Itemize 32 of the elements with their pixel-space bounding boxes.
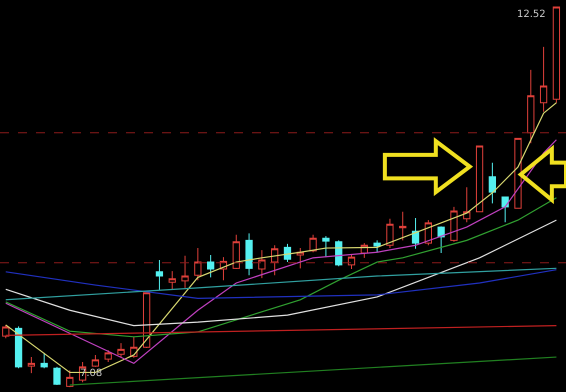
- candlestick: [14, 326, 22, 369]
- candlestick: [552, 6, 560, 104]
- candlestick: [540, 46, 548, 112]
- candlestick: [438, 226, 445, 254]
- candlestick: [348, 254, 356, 270]
- candlestick: [53, 366, 61, 386]
- candlestick: [322, 236, 330, 258]
- candlestick: [271, 244, 278, 276]
- candlestick: [207, 254, 214, 278]
- candlestick: [232, 234, 240, 270]
- candlestick: [194, 248, 202, 281]
- candlestick: [463, 186, 470, 223]
- candlestick: [168, 270, 176, 290]
- candlestick: [181, 255, 189, 288]
- candlestick: [66, 370, 74, 388]
- candlestick: [258, 250, 266, 279]
- candlestick: [488, 162, 496, 204]
- candlestick: [502, 196, 509, 223]
- candlestick: [40, 352, 48, 369]
- candlestick: [399, 211, 406, 241]
- candlestick: [527, 69, 534, 144]
- candlestick: [373, 240, 381, 253]
- candlestick: [245, 232, 253, 276]
- candlestick: [412, 218, 420, 250]
- candlestick: [28, 356, 36, 374]
- candlestick: [476, 146, 484, 212]
- annotation: 12.52: [517, 9, 546, 20]
- candlestick: [104, 350, 112, 362]
- candlestick: [156, 259, 164, 290]
- candlestick: [386, 218, 394, 249]
- candlestick: [92, 354, 100, 368]
- candlestick: [117, 342, 125, 358]
